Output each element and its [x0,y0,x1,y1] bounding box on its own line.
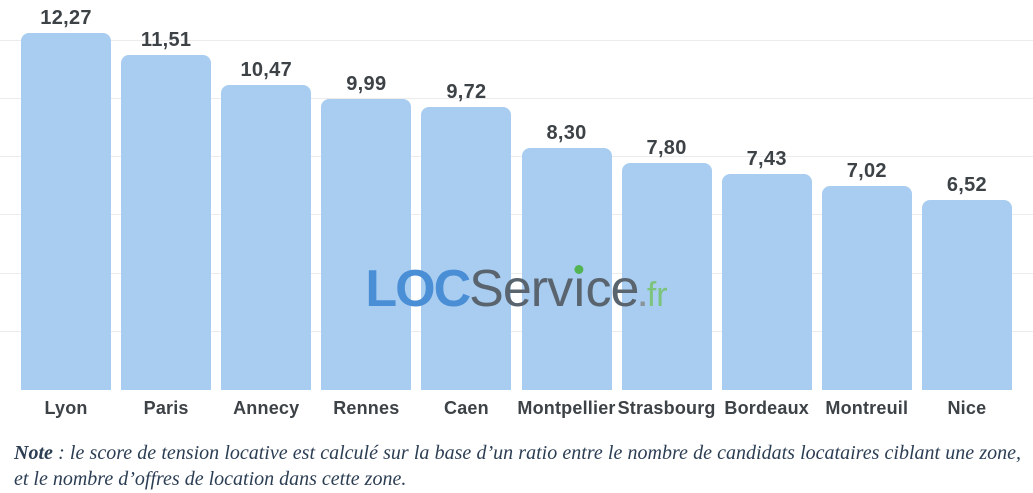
logo-service-pre: Serv [469,260,573,318]
bar-value-label: 7,43 [746,148,787,170]
bar [521,148,612,390]
bar-group: 9,72 [416,0,516,390]
gridline [0,214,1033,215]
bars-row: 12,27 11,51 10,47 9,99 9,72 8,30 7,80 7,43 7,02 6… [16,0,1017,390]
bar-group: 6,52 [917,0,1017,390]
bar-value-label: 11,51 [140,29,192,51]
footnote: Note : le score de tension locative est … [14,440,1021,493]
bar-value-label: 8,30 [546,122,587,144]
bar-group: 7,43 [717,0,817,390]
bar [421,107,512,390]
category-label: Montreuil [825,397,909,418]
category-label: Nice [947,397,987,418]
category-label: Annecy [233,397,300,418]
bar-group: 10,47 [216,0,316,390]
bar-group: 7,80 [617,0,717,390]
category-label: Rennes [333,397,400,418]
bar [321,99,412,390]
bar-value-label: 9,99 [346,73,387,95]
category-label: Strasbourg [617,397,716,418]
logo-green-dot-icon [574,265,584,274]
category-label: Paris [143,397,189,418]
category-label: Bordeaux [724,397,810,418]
gridline [0,273,1033,274]
bar-group: 12,27 [16,0,116,390]
bar [21,33,112,390]
logo-loc-text: LOC [365,260,471,318]
gridlines [0,40,1033,332]
chart-area: 12,27 11,51 10,47 9,99 9,72 8,30 7,80 7,43 7,02 6… [0,0,1033,390]
locservice-logo: LOCServ ıce.fr [365,263,667,315]
footnote-label: Note [14,442,53,464]
gridline [0,40,1033,41]
logo-service-text: Serv ıce [469,260,640,318]
bar [721,174,812,390]
footnote-text: : le score de tension locative est calcu… [14,442,1021,491]
bar [121,55,212,390]
category-label: Lyon [44,397,88,418]
bar-group: 11,51 [116,0,216,390]
bar-group: 8,30 [516,0,616,390]
bar-value-label: 10,47 [240,59,293,81]
bar-value-label: 6,52 [946,174,987,196]
logo-service-post: ce [585,260,640,318]
bar [221,85,312,390]
bar [921,200,1012,390]
bar-value-label: 7,02 [846,160,887,182]
category-label: Caen [444,397,489,418]
labels-row: Lyon Paris Annecy Rennes Caen Montpellier Stra… [0,390,1033,426]
logo-service-i: ı [572,260,586,318]
logo-tld-dot: . [638,280,647,313]
bar-value-label: 9,72 [446,81,487,103]
category-label: Montpellier [517,397,616,418]
bar-group: 7,02 [817,0,917,390]
bar-value-label: 7,80 [646,137,687,159]
bar-group: 9,99 [316,0,416,390]
bar [621,163,712,390]
bar [821,186,912,390]
logo-tld-text: fr [646,276,668,314]
gridline [0,156,1033,157]
bar-value-label: 12,27 [40,7,92,29]
gridline [0,98,1033,99]
gridline [0,331,1033,332]
